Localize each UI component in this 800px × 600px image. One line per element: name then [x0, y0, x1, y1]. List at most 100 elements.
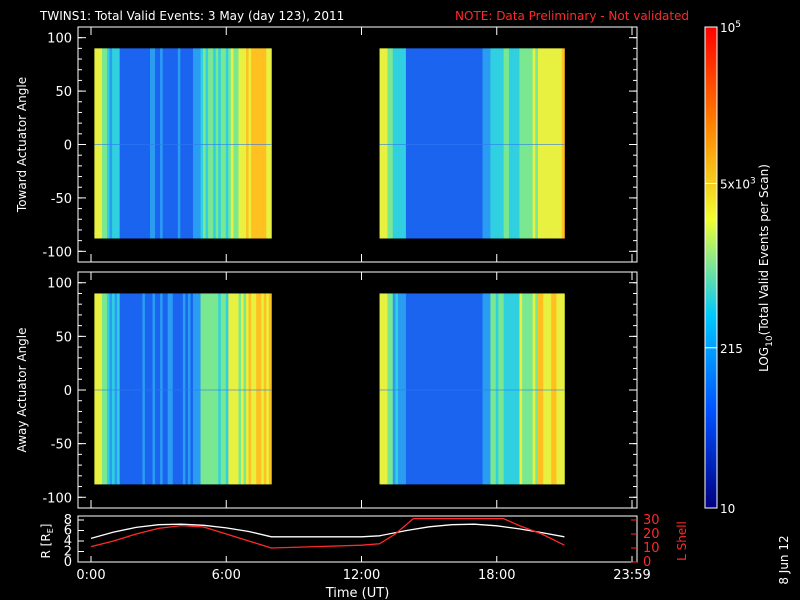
heatmap-column	[442, 48, 446, 239]
heatmap-column	[548, 48, 552, 239]
heatmap-column	[461, 293, 465, 485]
heatmap-column	[218, 48, 222, 239]
heatmap-column	[535, 293, 539, 485]
heatmap-column	[96, 293, 100, 485]
heatmap-column	[241, 48, 244, 239]
heatmap-column	[243, 293, 247, 485]
heatmap-column	[487, 48, 491, 239]
heatmap-column	[235, 48, 239, 239]
heatmap-column	[246, 48, 249, 239]
y-tick-label: 4	[64, 534, 72, 549]
heatmap-column	[379, 293, 383, 485]
heatmap-column	[198, 293, 201, 485]
heatmap-column	[398, 293, 402, 485]
y-right-tick-label: 30	[643, 513, 660, 528]
y-tick-label: 100	[47, 277, 72, 292]
heatmap-column	[119, 48, 123, 239]
heatmap-column	[434, 293, 439, 485]
heatmap-column	[185, 48, 189, 239]
away-actuator-panel: 100 50 0 -50 -100 Away Actuator Angle	[15, 271, 638, 509]
heatmap-column	[251, 293, 255, 485]
heatmap-column	[382, 293, 386, 485]
heatmap-column	[187, 293, 191, 485]
heatmap-column	[241, 293, 244, 485]
heatmap-column	[398, 48, 402, 239]
heatmap-column	[127, 48, 131, 239]
heatmap-column	[190, 293, 194, 485]
heatmap-column	[427, 48, 431, 239]
heatmap-column	[203, 48, 207, 239]
heatmap-column	[238, 48, 242, 239]
heatmap-column	[203, 293, 207, 485]
heatmap-column	[129, 293, 133, 485]
heatmap-column	[493, 48, 497, 239]
y-tick-label: -100	[42, 245, 72, 260]
heatmap-column	[96, 48, 100, 239]
heatmap-column	[458, 48, 462, 239]
heatmap-column	[114, 48, 118, 239]
heatmap-column	[540, 48, 544, 239]
heatmap-column	[379, 48, 383, 239]
heatmap-column	[392, 48, 396, 239]
heatmap-column	[235, 293, 239, 485]
x-tick-label: 6:00	[212, 568, 241, 583]
heatmap-column	[545, 293, 549, 485]
heatmap-column	[228, 48, 232, 239]
heatmap-column	[453, 293, 457, 485]
heatmap-column	[461, 48, 465, 239]
heatmap-column	[548, 293, 552, 485]
heatmap-column	[132, 48, 136, 239]
heatmap-column	[142, 48, 146, 239]
heatmap-column	[421, 48, 425, 239]
heatmap-column	[213, 293, 217, 485]
heatmap-column	[195, 48, 199, 239]
heatmap-column	[559, 293, 563, 485]
heatmap-column	[155, 48, 158, 239]
heatmap-column	[180, 293, 184, 485]
heatmap-column	[261, 293, 265, 485]
heatmap-column	[437, 48, 441, 239]
heatmap-column	[450, 48, 454, 239]
heatmap-column	[424, 293, 428, 485]
heatmap-column	[205, 293, 209, 485]
heatmap-column	[453, 48, 457, 239]
heatmap-column	[134, 48, 138, 239]
heatmap-column	[208, 48, 212, 239]
heatmap-column	[466, 48, 470, 239]
y-tick-label: -50	[51, 438, 72, 453]
heatmap-column	[553, 293, 557, 485]
heatmap-column	[384, 293, 388, 485]
heatmap-column	[104, 48, 108, 239]
heatmap-column	[506, 293, 510, 485]
colorbar-tick-label: 5x103	[720, 176, 756, 191]
y-right-tick-label: 10	[643, 541, 660, 556]
heatmap-column	[182, 293, 186, 485]
y-tick-label: 0	[64, 384, 72, 399]
heatmap-column	[519, 293, 523, 485]
heatmap-column	[495, 48, 499, 239]
heatmap-column	[514, 48, 518, 239]
heatmap-column	[124, 48, 128, 239]
heatmap-column	[99, 48, 103, 239]
toward-actuator-panel: 100 50 0 -50 -100 Toward Actuator Angle	[15, 26, 638, 263]
heatmap-column	[524, 48, 528, 239]
heatmap-column	[440, 293, 444, 485]
heatmap-column	[220, 48, 224, 239]
heatmap-column	[261, 48, 265, 239]
heatmap-column	[225, 48, 229, 239]
heatmap-column	[243, 48, 247, 239]
heatmap-column	[268, 293, 272, 485]
right-axis-label: L Shell	[675, 521, 689, 561]
heatmap-column	[405, 48, 409, 239]
colorbar-tick-label: 215	[720, 342, 743, 356]
heatmap-column	[205, 48, 209, 239]
heatmap-column	[251, 48, 255, 239]
heatmap-column	[403, 293, 407, 485]
heatmap-column	[165, 293, 169, 485]
heatmap-column	[411, 293, 415, 485]
heatmap-column	[442, 293, 446, 485]
heatmap-column	[551, 293, 555, 485]
heatmap-column	[177, 293, 181, 485]
heatmap-column	[190, 48, 194, 239]
